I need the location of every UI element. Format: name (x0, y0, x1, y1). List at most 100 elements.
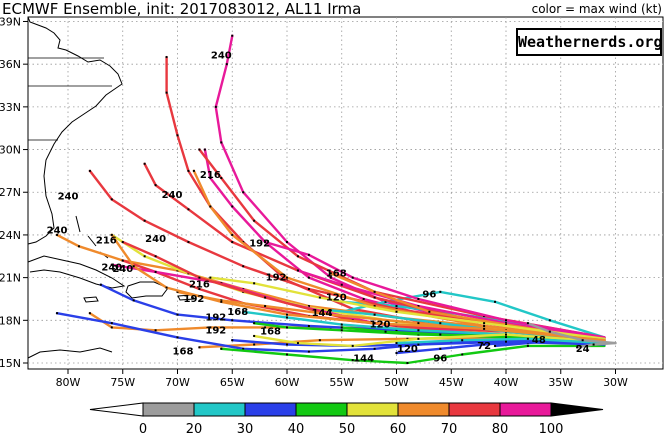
legend-label: color = max wind (kt) (531, 2, 662, 16)
track-point (203, 148, 206, 151)
track-point (329, 313, 332, 316)
track-point (132, 265, 135, 268)
track-point (483, 343, 486, 346)
track-point (154, 184, 157, 187)
colorbar: 0 20 30 40 50 60 70 80 100 (89, 402, 604, 437)
map-title: ECMWF Ensemble, init: 2017083012, AL11 I… (2, 0, 362, 18)
track-point (494, 344, 497, 347)
track-hour-label: 192 (205, 325, 226, 336)
track-point (505, 319, 507, 322)
track-point (576, 346, 579, 349)
track-point (340, 323, 343, 326)
track-point (483, 325, 486, 328)
track-point (286, 316, 288, 319)
y-tick-label: 24N (0, 229, 21, 242)
colorbar-segment (244, 402, 297, 417)
track-point (329, 276, 332, 279)
track-point (329, 309, 332, 312)
track-point (198, 346, 201, 349)
track-point (220, 141, 223, 144)
track-point (132, 299, 135, 302)
track-point (88, 312, 91, 315)
track-point (307, 325, 310, 328)
colorbar-segment (397, 402, 450, 417)
track-point (351, 344, 354, 347)
track-point (187, 208, 190, 211)
track-point (373, 347, 376, 350)
y-tick-label: 30N (0, 144, 21, 157)
track-point (220, 300, 223, 303)
track-point (395, 342, 398, 345)
x-axis-ticks: 80W 75W 70W 65W 60W 55W 50W 45W 40W 35W 30W (56, 369, 628, 389)
track-point (121, 241, 124, 244)
track-point (192, 169, 195, 172)
track-point (439, 290, 442, 293)
track-hour-label: 48 (532, 335, 546, 346)
track-hour-label: 240 (211, 51, 232, 62)
track-point (143, 162, 146, 165)
track-point (110, 233, 113, 236)
track-point (176, 336, 179, 339)
track-point (231, 319, 234, 322)
track-hour-label: 216 (189, 280, 210, 291)
track-point (318, 339, 321, 342)
track-point (110, 322, 113, 325)
y-axis-ticks: 15N 18N 21N 24N 27N 30N 33N 36N 39N (0, 15, 28, 370)
track-point (296, 342, 299, 345)
track-point (494, 300, 497, 303)
track-hour-label: 192 (205, 312, 226, 323)
track-hour-label: 216 (200, 170, 221, 181)
colorbar-segment (142, 402, 195, 417)
track-point (253, 282, 256, 285)
track-point (395, 352, 398, 355)
track-point (56, 233, 59, 236)
track-point (253, 343, 256, 346)
track-hour-label: 144 (312, 308, 333, 319)
track-hour-label: 96 (422, 290, 436, 301)
x-tick-label: 60W (275, 376, 300, 389)
track-hour-label: 192 (249, 238, 270, 249)
track-point (373, 313, 376, 316)
track-point (384, 300, 387, 303)
track-point (286, 313, 288, 316)
track-hour-label: 240 (47, 226, 68, 237)
ensemble-tracks (55, 34, 617, 365)
x-tick-label: 30W (603, 376, 628, 389)
x-tick-label: 40W (494, 376, 519, 389)
track-hour-label: 240 (162, 190, 183, 201)
track-point (340, 329, 343, 332)
track-point (253, 322, 256, 325)
track-point (176, 290, 179, 293)
track-point (548, 330, 551, 333)
track-point (318, 296, 321, 299)
track-point (154, 329, 157, 332)
track-point (187, 241, 190, 244)
track-point (505, 334, 507, 337)
brand-logo: Weathernerds.org (516, 28, 663, 56)
track-20 (121, 259, 606, 342)
cuba (27, 255, 126, 289)
colorbar-segment (193, 402, 246, 417)
track-hour-label: 120 (370, 320, 391, 331)
track-point (77, 245, 80, 248)
track-point (417, 322, 420, 325)
y-tick-label: 27N (0, 186, 21, 199)
track-point (307, 288, 310, 291)
track-hour-label: 240 (101, 263, 122, 274)
colorbar-segment (448, 402, 501, 417)
track-point (340, 326, 343, 329)
track-point (483, 327, 486, 330)
colorbar-label: 40 (288, 422, 305, 437)
track-hour-label: 72 (477, 341, 491, 352)
track-point (264, 326, 267, 329)
y-tick-label: 21N (0, 272, 21, 285)
track-point (242, 347, 245, 350)
track-point (143, 255, 146, 258)
track-point (198, 148, 201, 151)
track-hour-label: 120 (397, 344, 418, 355)
track-hour-label: 216 (96, 236, 117, 247)
x-tick-label: 50W (384, 376, 409, 389)
track-point (286, 326, 288, 329)
